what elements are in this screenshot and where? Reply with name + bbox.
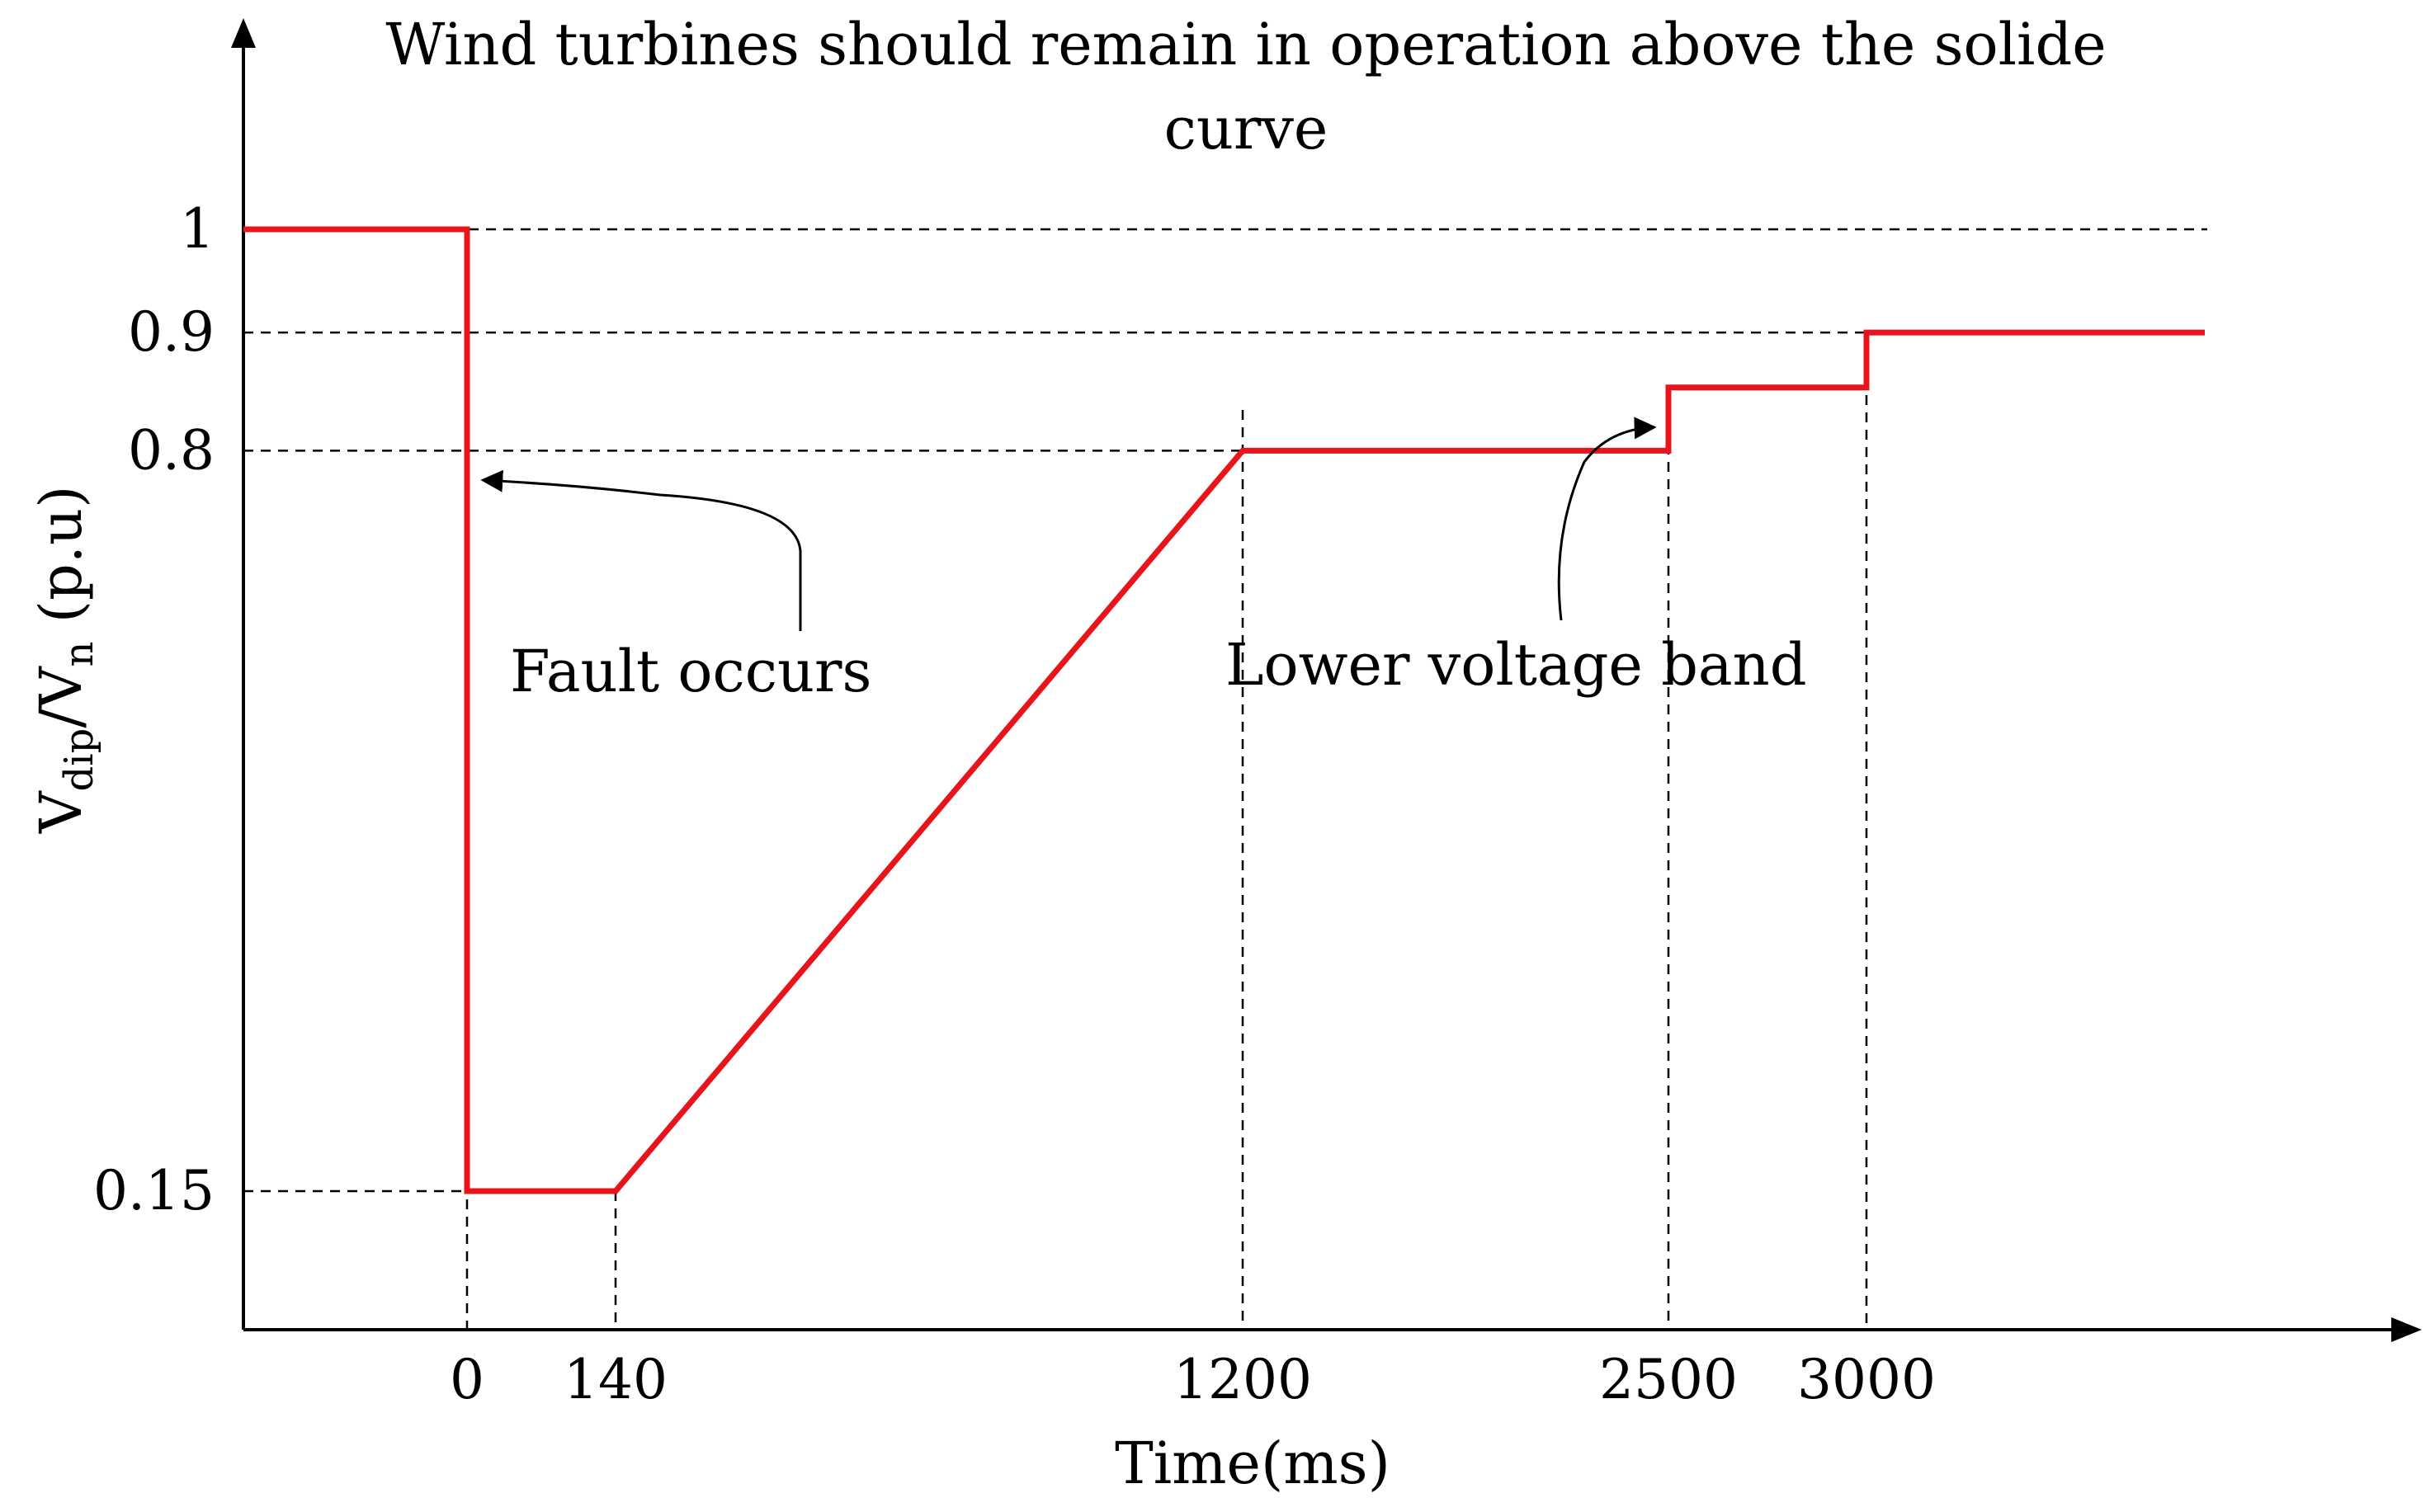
x-tick-label: 2500 (1599, 1348, 1738, 1411)
y-axis-label: Vdip/Vn (p.u) (27, 486, 102, 834)
y-tick-label: 0.9 (128, 300, 215, 364)
x-tick-label: 140 (564, 1348, 668, 1411)
chart-title-line-2: curve (1164, 95, 1328, 163)
x-tick-label: 1200 (1173, 1348, 1312, 1411)
x-axis-arrowhead (2391, 1317, 2422, 1342)
series-line (243, 226, 2205, 1194)
y-axis-arrowhead (231, 18, 256, 48)
series-layer (243, 226, 2205, 1194)
chart-title-line-1: Wind turbines should remain in operation… (385, 11, 2106, 78)
fault-occurs-arrow (480, 469, 802, 631)
x-tick-label: 3000 (1797, 1348, 1936, 1411)
lower-voltage-band-arrow (1557, 417, 1657, 621)
y-tick-label: 0.15 (93, 1159, 215, 1222)
y-tick-label: 0.8 (128, 418, 215, 482)
tick-labels: 0 140 1200 2500 3000 1 0.9 0.8 0.15 (93, 197, 1936, 1411)
x-tick-label: 0 (450, 1348, 484, 1411)
x-axis-label: Time(ms) (1115, 1430, 1390, 1497)
y-tick-label: 1 (180, 197, 215, 261)
fault-occurs-label: Fault occurs (510, 638, 871, 705)
reference-lines (243, 228, 2207, 1330)
lower-voltage-band-label: Lower voltage band (1225, 631, 1807, 699)
